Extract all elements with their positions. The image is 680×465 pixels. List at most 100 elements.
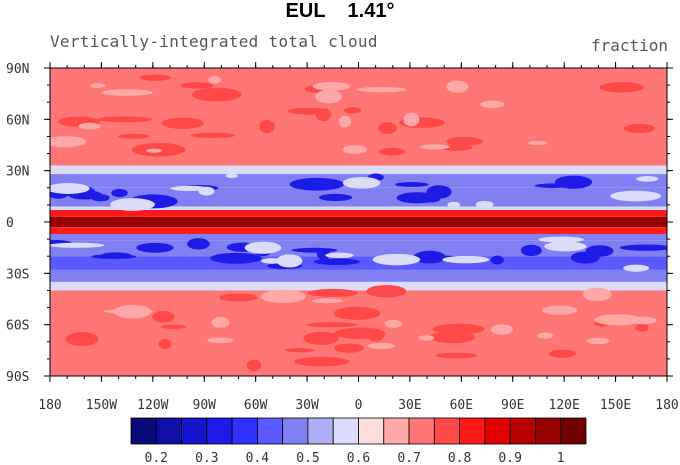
cloud-patch-73 [260,289,306,304]
regional-patches [50,74,667,372]
colorbar-label-6: 0.8 [448,451,471,465]
cloud-patch-45 [294,356,350,367]
cloud-patch-50 [160,324,187,329]
zonal-band-6 [50,216,667,228]
x-tick-label-7: 30E [398,398,421,413]
cloud-patch-75 [586,337,610,345]
colorbar-swatch-12 [433,417,461,445]
zonal-band-4 [50,206,667,211]
colorbar-swatch-15 [509,417,536,445]
cloud-patch-126 [623,264,650,272]
cloud-patch-25 [101,89,153,96]
cloud-patch-36 [480,100,505,109]
x-axis: 180 150W 120W 90W 60W 30W 0 30E 60E 90E 120E 150E 18… [38,62,679,413]
cloud-patch-99 [520,244,542,257]
cloud-patch-132 [325,252,354,259]
cloud-patch-80 [395,182,429,187]
colorbar-swatch-13 [459,417,486,445]
cloud-patch-96 [313,258,361,266]
cloud-patch-128 [244,241,282,254]
cloud-patch-62 [490,324,513,335]
cloud-patch-54 [548,349,576,358]
colorbar-swatch-3 [206,417,233,445]
cloud-patch-23 [403,112,420,127]
x-tick-label-4: 60W [244,398,268,413]
zonal-band-1 [50,165,667,175]
cloud-patch-0 [344,107,362,114]
cloud-patch-123 [636,176,659,182]
x-tick-label-3: 90W [193,398,217,413]
cloud-patch-124 [442,255,490,264]
zonal-band-10 [50,256,667,270]
colorbar-swatch-2 [181,417,208,445]
cloud-patch-108 [136,242,174,253]
colorbar-label-4: 0.6 [347,451,370,465]
cloud-patch-28 [146,148,162,153]
cloud-patch-46 [429,331,475,344]
cloud-patch-56 [334,343,364,353]
colorbar-swatch-9 [358,417,385,445]
cloud-patch-65 [113,304,152,319]
model-name: EUL [285,0,326,22]
cloud-patch-88 [396,192,439,204]
cloud-patch-9 [378,122,397,134]
cloud-patch-120 [610,190,662,202]
colorbar-label-3: 0.5 [296,451,319,465]
cloud-patch-70 [384,319,403,328]
x-tick-label-12: 180 [655,398,678,413]
cloud-patch-18 [191,87,242,102]
cloud-patch-22 [208,76,221,84]
x-tick-label-2: 120W [137,398,168,413]
cloud-patch-85 [554,175,592,189]
colorbar-swatch-17 [560,417,587,445]
cloud-patch-39 [303,331,340,345]
cloud-patch-32 [528,141,548,146]
cloud-patch-8 [139,74,171,81]
cloud-patch-115 [447,201,461,208]
chart-title: EUL 1.41° [0,0,680,23]
x-tick-label-5: 30W [295,398,319,413]
colorbar-label-2: 0.4 [246,451,270,465]
cloud-patch-78 [318,193,353,201]
resolution-label: 1.41° [347,0,395,22]
x-tick-label-1: 150W [86,398,117,413]
cloud-patch-42 [307,288,359,298]
cloud-patch-112 [187,238,210,250]
colorbar-swatch-11 [408,417,435,445]
cloud-patch-114 [110,198,155,211]
chart-subtitle: Vertically-integrated total cloud [50,32,378,51]
colorbar-swatch-5 [256,417,284,445]
y-tick-label-4: 30S [6,267,29,282]
cloud-patch-26 [50,136,87,148]
cloud-patch-107 [570,251,600,264]
cloud-patch-92 [91,194,110,202]
cloud-patch-106 [210,252,262,264]
y-tick-label-5: 60S [6,319,29,334]
zonal-band-11 [50,269,667,282]
cloud-patch-49 [435,352,478,359]
zonal-band-7 [50,227,667,234]
y-tick-label-3: 0 [6,216,14,231]
cloud-patch-122 [342,176,381,189]
cloud-patch-102 [490,255,504,265]
x-tick-label-9: 90E [501,398,524,413]
cloud-patch-133 [260,258,284,264]
cloud-patch-69 [630,316,657,325]
cloud-patch-64 [537,332,554,339]
cloud-patch-68 [211,316,230,328]
colorbar-label-8: 1 [557,451,565,465]
cloud-patch-93 [111,188,128,198]
cloud-patch-100 [91,254,137,259]
cloud-patch-74 [311,298,344,304]
cloud-patch-131 [50,242,105,248]
colorbar-swatch-6 [282,417,309,445]
cloud-patch-67 [594,314,642,326]
cloud-patch-47 [334,327,386,339]
colorbar-swatch-0 [130,417,157,445]
x-tick-label-0: 180 [38,398,61,413]
cloud-patch-118 [198,186,215,196]
cloud-patch-130 [544,241,587,252]
colorbar: 0.2 0.3 0.4 0.5 0.6 0.7 0.8 0.9 1 [130,417,587,465]
cloud-patch-66 [207,337,234,344]
